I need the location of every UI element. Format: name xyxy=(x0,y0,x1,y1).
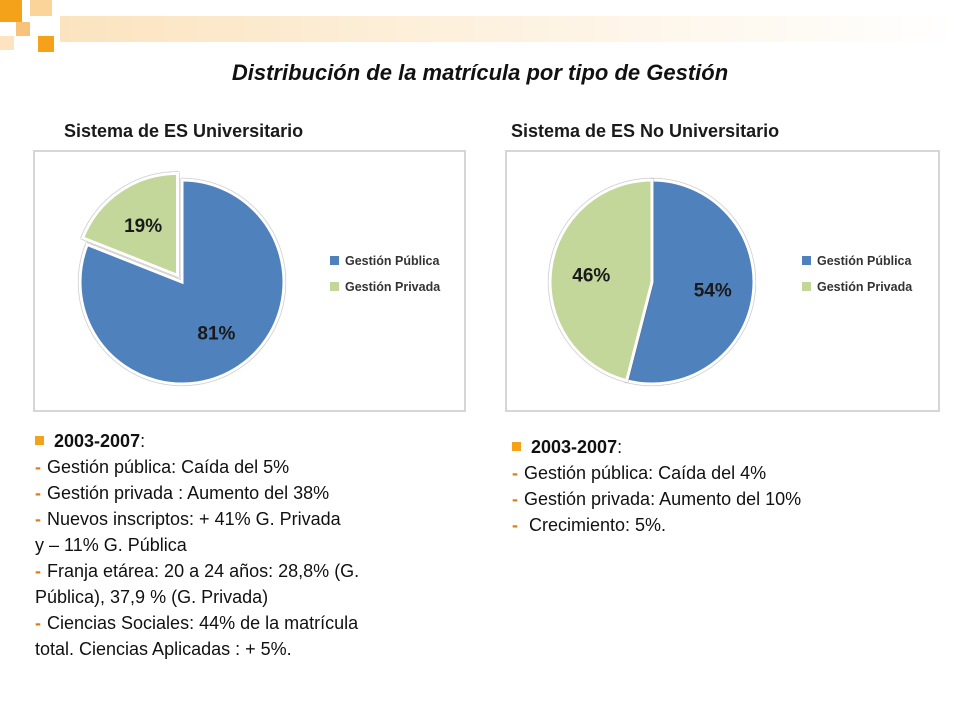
dash-icon: - xyxy=(512,463,518,483)
pie-chart-no-universitario-svg: 54% 46% Gestión Pública Gestión Privada xyxy=(548,178,913,386)
legend-swatch xyxy=(802,256,811,265)
left-note-line: - Franja etárea: 20 a 24 años: 28,8% (G. xyxy=(35,561,360,581)
pie-slice-gestion-publica xyxy=(78,178,286,386)
pie-data-label: 19% xyxy=(124,216,162,237)
right-notes: 2003-2007: - Gestión pública: Caída del 4… xyxy=(512,434,932,538)
legend-swatch xyxy=(330,256,339,265)
left-notes: 2003-2007: - Gestión pública: Caída del 5… xyxy=(35,428,475,662)
chart-title-universitario: Sistema de ES Universitario xyxy=(64,121,304,141)
legend-label: Gestión Pública xyxy=(817,254,913,268)
left-note-line: - Ciencias Sociales: 44% de la matrícula xyxy=(35,613,359,633)
header-band xyxy=(60,16,960,42)
right-note-line: - Crecimiento: 5%. xyxy=(512,515,667,535)
corner-square-4 xyxy=(0,36,14,50)
left-notes-header: 2003-2007: xyxy=(35,428,475,454)
legend-label: Gestión Pública xyxy=(345,254,441,268)
right-note-line: - Gestión privada: Aumento del 10% xyxy=(512,489,802,509)
legend-swatch xyxy=(802,282,811,291)
pie-chart-no-universitario: 54% 46% Gestión Pública Gestión Privada xyxy=(505,150,940,412)
dash-icon: - xyxy=(35,457,41,477)
left-note-line: - Gestión privada : Aumento del 38% xyxy=(35,483,330,503)
dash-icon: - xyxy=(35,561,41,581)
corner-square-5 xyxy=(38,36,54,52)
left-note-line: - Gestión pública: Caída del 5% xyxy=(35,457,290,477)
legend-swatch xyxy=(330,282,339,291)
page-title: Distribución de la matrícula por tipo de… xyxy=(231,60,729,85)
bullet-square-icon xyxy=(35,436,44,445)
corner-square-1 xyxy=(0,0,22,22)
left-note-line: Pública), 37,9 % (G. Privada) xyxy=(35,587,269,607)
legend-label: Gestión Privada xyxy=(345,280,441,294)
right-note-line: - Gestión pública: Caída del 4% xyxy=(512,463,767,483)
dash-icon: - xyxy=(35,483,41,503)
pie-data-label: 46% xyxy=(572,265,610,286)
right-notes-header: 2003-2007: xyxy=(512,434,932,460)
legend-label: Gestión Privada xyxy=(817,280,913,294)
pie-chart-universitario: 81% 19% Gestión Pública Gestión Privada xyxy=(33,150,466,412)
dash-icon: - xyxy=(512,489,518,509)
left-note-line: y – 11% G. Pública xyxy=(35,535,187,555)
pie-slice-gestion-privada xyxy=(548,178,654,383)
corner-square-3 xyxy=(16,22,30,36)
pie-data-label: 81% xyxy=(197,324,235,345)
dash-icon: - xyxy=(35,613,41,633)
pie-data-label: 54% xyxy=(694,281,732,302)
dash-icon: - xyxy=(35,509,41,529)
chart-title-no-universitario: Sistema de ES No Universitario xyxy=(511,121,780,141)
left-note-line: total. Ciencias Aplicadas : + 5%. xyxy=(35,639,292,659)
pie-slice-gestion-publica xyxy=(624,178,756,386)
dash-icon: - xyxy=(512,515,518,535)
corner-square-2 xyxy=(30,0,52,16)
left-note-line: - Nuevos inscriptos: + 41% G. Privada xyxy=(35,509,341,529)
pie-slice-gestion-privada xyxy=(80,171,180,278)
bullet-square-icon xyxy=(512,442,521,451)
pie-chart-universitario-svg: 81% 19% Gestión Pública Gestión Privada xyxy=(78,171,441,386)
